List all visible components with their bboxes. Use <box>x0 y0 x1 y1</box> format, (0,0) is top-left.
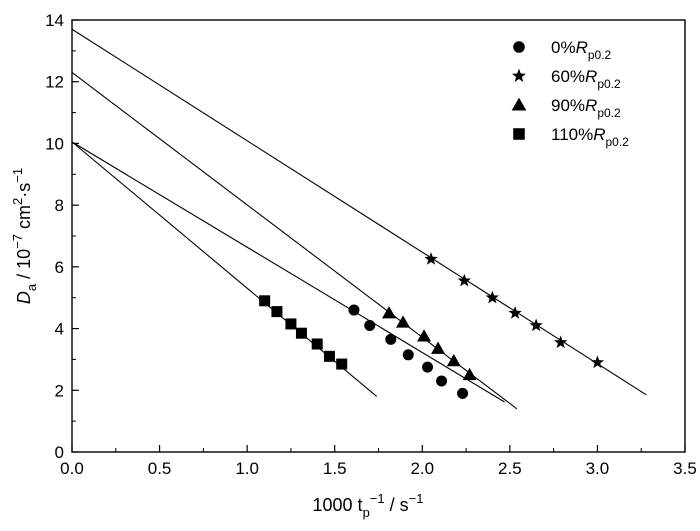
fit-line-0 <box>71 141 505 403</box>
data-point-triangle <box>417 329 432 342</box>
y-axis-title-main: D <box>14 291 34 304</box>
data-point-square <box>259 295 271 307</box>
legend-entry-label: 90%Rp0.2 <box>551 96 621 120</box>
data-point-star <box>485 290 499 304</box>
legend-entry-subscript: p0.2 <box>606 135 630 149</box>
data-point-star <box>529 318 543 332</box>
data-point-star <box>424 252 438 265</box>
legend-entry-symbol: R <box>576 38 588 57</box>
legend-entry-label: 60%Rp0.2 <box>551 67 621 91</box>
y-axis-title-mid: / 10 <box>14 249 34 284</box>
x-tick-label: 3.5 <box>673 459 697 478</box>
legend-entry-symbol: R <box>585 96 597 115</box>
legend-entry-subscript: p0.2 <box>588 48 612 62</box>
y-tick-label: 4 <box>55 320 64 339</box>
data-point-square <box>311 338 323 350</box>
y-tick-label: 2 <box>55 381 64 400</box>
x-axis-title: 1000 tp−1 / s−1 <box>313 491 424 520</box>
legend-entry-percent: 60% <box>551 67 585 86</box>
data-point-triangle <box>446 353 461 367</box>
data-point-triangle <box>396 315 411 328</box>
y-tick-label: 14 <box>45 11 64 30</box>
y-axis-title-mid2: cm <box>14 205 34 234</box>
legend-entry-label: 0%Rp0.2 <box>551 38 612 62</box>
data-point-circle <box>385 333 397 345</box>
legend-marker-star <box>512 68 526 82</box>
x-tick-label: 0.5 <box>148 459 172 478</box>
x-tick-label: 2.0 <box>410 459 434 478</box>
y-axis-title-sub: a <box>24 283 39 291</box>
legend-marker-square <box>513 128 525 140</box>
legend-entry-percent: 0% <box>551 38 576 57</box>
x-axis-title-tail: / s <box>385 495 409 515</box>
data-point-square <box>295 327 307 339</box>
data-point-circle <box>457 387 469 399</box>
legend-entry-symbol: R <box>593 125 605 144</box>
data-point-triangle <box>431 341 446 354</box>
x-axis-title-tail-sup: −1 <box>409 491 424 506</box>
data-point-circle <box>348 304 360 316</box>
legend-entry-subscript: p0.2 <box>597 77 621 91</box>
legend-marker-circle <box>513 41 525 53</box>
legend-entry-label: 110%Rp0.2 <box>551 125 629 149</box>
y-axis-title-mid3: ·s <box>14 183 34 198</box>
legend-entry-symbol: R <box>585 67 597 86</box>
x-axis-title-sup: −1 <box>370 491 385 506</box>
data-point-circle <box>402 349 414 361</box>
x-tick-label: 2.5 <box>498 459 522 478</box>
x-tick-label: 3.0 <box>586 459 610 478</box>
fit-line-1 <box>71 28 647 396</box>
data-point-circle <box>436 375 448 387</box>
data-point-circle <box>364 319 376 331</box>
y-axis-title: Da / 10−7 cm2·s−1 <box>10 168 39 304</box>
data-point-star <box>508 306 522 319</box>
data-point-star <box>553 335 568 349</box>
x-axis-title-sub: p <box>363 505 370 520</box>
y-axis-title-sup3: −1 <box>10 168 25 183</box>
y-tick-label: 10 <box>45 134 64 153</box>
data-markers <box>259 252 605 399</box>
data-point-star <box>457 273 471 287</box>
data-point-triangle <box>462 367 477 381</box>
fit-lines <box>71 28 647 410</box>
data-point-square <box>285 318 297 330</box>
legend-marker-triangle <box>511 97 527 111</box>
data-point-triangle <box>382 306 397 319</box>
legend-entry-subscript: p0.2 <box>597 106 621 120</box>
y-tick-label: 0 <box>55 443 64 462</box>
x-tick-label: 0.0 <box>60 459 84 478</box>
x-axis-title-main: 1000 t <box>313 495 363 515</box>
y-axis-title-sup2: 2 <box>10 198 25 205</box>
fit-line-2 <box>71 72 518 410</box>
y-tick-label: 12 <box>45 73 64 92</box>
data-point-star <box>590 355 605 369</box>
x-tick-label: 1.0 <box>235 459 259 478</box>
data-point-circle <box>422 361 434 373</box>
data-point-square <box>271 306 283 318</box>
legend-entry-percent: 110% <box>551 125 593 144</box>
x-tick-label: 1.5 <box>323 459 347 478</box>
axis-ticks: 0.0 0.5 1.0 1.5 2.0 2.5 3.0 3.5 0 2 4 6 8 10 12 14 <box>45 11 697 478</box>
data-point-square <box>323 350 335 362</box>
data-point-square <box>336 358 348 370</box>
y-tick-label: 6 <box>55 258 64 277</box>
y-tick-label: 8 <box>55 196 64 215</box>
legend-entry-percent: 90% <box>551 96 585 115</box>
y-axis-title-sup1: −7 <box>10 234 25 249</box>
